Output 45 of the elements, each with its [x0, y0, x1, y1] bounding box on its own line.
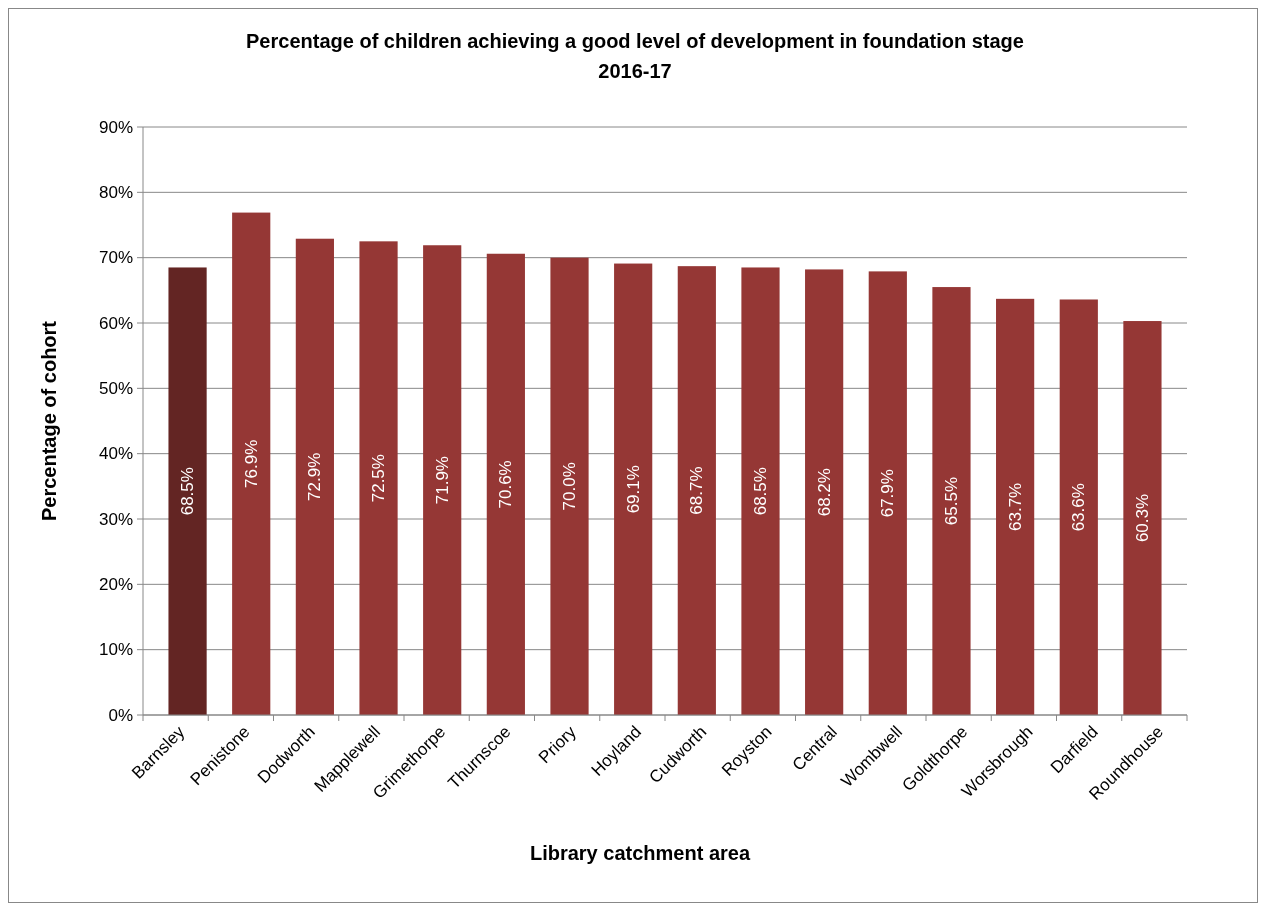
bar — [868, 271, 907, 715]
chart-title: Percentage of children achieving a good level of development in foundation stage 2016-17 — [246, 30, 1024, 82]
bar — [359, 241, 398, 715]
data-label: 70.6% — [496, 460, 516, 509]
y-tick-label: 30% — [98, 509, 133, 529]
bar — [677, 266, 716, 715]
y-tick-label: 60% — [98, 313, 133, 333]
data-label: 70.0% — [560, 462, 580, 511]
y-axis-title: Percentage of cohort — [38, 320, 60, 522]
x-axis-title: Library catchment area — [529, 842, 751, 864]
bar — [741, 267, 780, 715]
data-label: 76.9% — [241, 439, 261, 488]
data-label: 71.9% — [432, 456, 452, 505]
y-tick-label: 70% — [98, 248, 133, 268]
y-tick-label: 0% — [108, 705, 133, 725]
data-label: 72.5% — [369, 454, 389, 503]
bar — [295, 238, 334, 715]
y-tick-label: 20% — [98, 574, 133, 594]
bar — [805, 269, 844, 715]
data-label: 67.9% — [878, 469, 898, 518]
data-label: 60.3% — [1132, 493, 1152, 543]
data-label: 63.7% — [1005, 482, 1025, 532]
data-label: 68.7% — [687, 466, 707, 515]
bar — [550, 257, 589, 715]
bar — [614, 263, 653, 715]
bar — [1059, 299, 1098, 715]
y-tick-label: 50% — [98, 378, 133, 398]
bar — [996, 298, 1035, 715]
data-label: 69.1% — [623, 465, 643, 514]
y-tick-label: 90% — [98, 117, 133, 137]
bar — [932, 287, 971, 715]
data-label: 63.6% — [1069, 483, 1089, 532]
y-tick-label: 80% — [98, 182, 133, 202]
bar — [1123, 321, 1162, 715]
y-tick-label: 10% — [98, 640, 133, 660]
data-label: 72.9% — [305, 452, 325, 501]
bar — [168, 267, 207, 715]
bar — [232, 212, 271, 715]
bar — [423, 245, 462, 715]
data-label: 68.5% — [750, 467, 770, 516]
data-label: 68.5% — [178, 467, 198, 516]
y-tick-label: 40% — [98, 444, 133, 464]
bar — [486, 253, 525, 715]
data-label: 68.2% — [814, 468, 834, 517]
data-label: 65.5% — [941, 476, 961, 526]
